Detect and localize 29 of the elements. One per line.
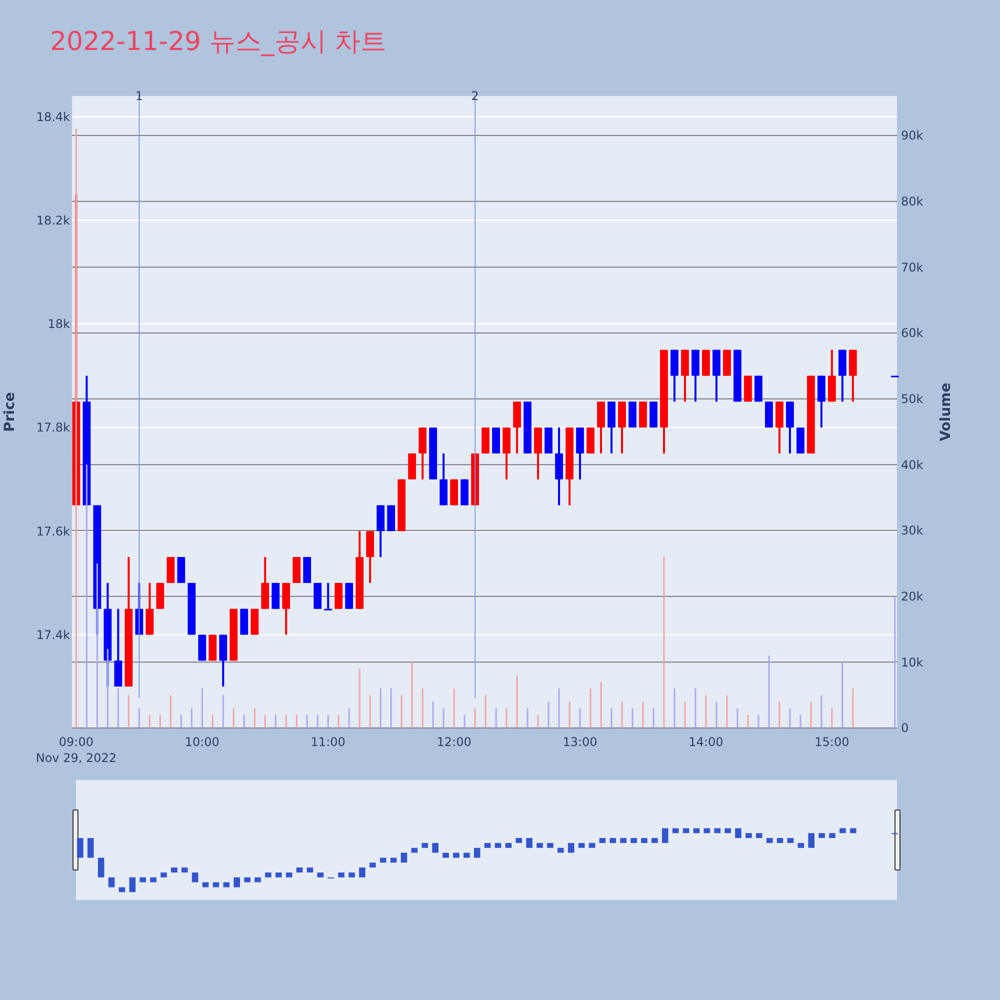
- y-tick-label: 17.6k: [36, 524, 70, 538]
- y2-tick-label: 80k: [901, 194, 924, 209]
- x-tick-label: 13:00: [562, 735, 598, 749]
- y-axis-title: Price: [2, 392, 18, 432]
- y2-tick-label: 40k: [901, 458, 924, 472]
- y-tick-label: 17.8k: [36, 420, 70, 435]
- chart-title: 2022-11-29 뉴스_공시 차트: [50, 27, 387, 57]
- y2-tick-label: 60k: [901, 326, 924, 340]
- y-tick-label: 18.4k: [36, 110, 70, 124]
- y2-tick-label: 90k: [901, 128, 924, 143]
- ref-line-label: 1: [135, 89, 143, 103]
- x-tick-label: 11:00: [310, 735, 346, 749]
- y2-tick-label: 0: [901, 721, 909, 736]
- y2-tick-label: 70k: [901, 260, 924, 274]
- x-tick-label: 10:00: [184, 735, 220, 749]
- x-tick-label: 15:00: [814, 735, 850, 749]
- x-tick-label: 09:00 Nov 29, 2022: [36, 735, 117, 765]
- y-tick-label: 17.4k: [36, 628, 70, 642]
- y-tick-label: 18.2k: [36, 214, 70, 228]
- y2-tick-label: 50k: [901, 392, 924, 406]
- y2-tick-label: 10k: [901, 655, 924, 670]
- candlestick: [324, 582, 332, 610]
- x-tick-label: 12:00: [436, 735, 472, 749]
- x-tick-label: 14:00: [688, 735, 724, 749]
- y2-axis-title: Volume: [938, 382, 954, 442]
- ref-line-label: 2: [471, 89, 479, 103]
- y-tick-label: 18k: [48, 317, 70, 332]
- y2-tick-label: 30k: [901, 524, 924, 538]
- y2-tick-label: 20k: [901, 590, 924, 604]
